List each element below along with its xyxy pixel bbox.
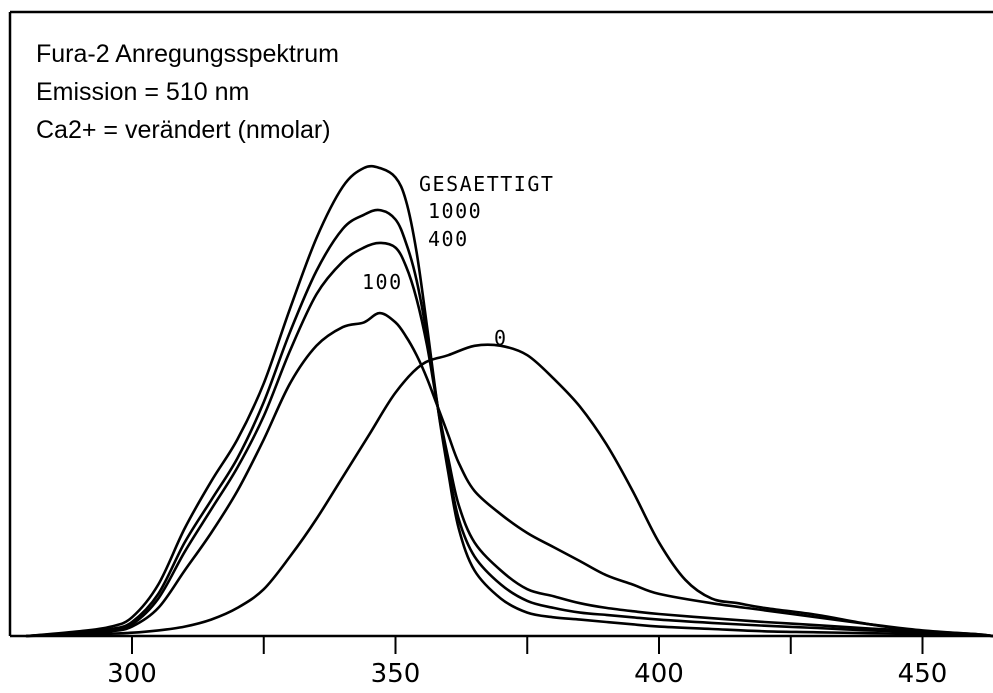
- series-label-3: 100: [362, 270, 403, 294]
- x-axis-tick-labels: 300 350 400 450: [107, 659, 947, 689]
- series-label-4: 0: [494, 326, 508, 350]
- x-tick-label-300: 300: [107, 659, 157, 689]
- x-tick-label-350: 350: [371, 659, 421, 689]
- curve-series-2: [25, 241, 993, 638]
- x-tick-label-400: 400: [634, 659, 684, 689]
- series-label-2: 400: [428, 227, 469, 251]
- spectrum-curves: [25, 164, 993, 638]
- series-label-0: GESAETTIGT: [419, 172, 554, 196]
- x-axis-ticks: [131, 636, 924, 654]
- series-label-1: 1000: [428, 199, 482, 223]
- chart-title-line-3: Ca2+ = verändert (nmolar): [36, 116, 331, 144]
- curve-series-3: [25, 311, 993, 638]
- x-tick-label-450: 450: [898, 659, 948, 689]
- plot-frame: [8, 10, 993, 638]
- chart-title-line-2: Emission = 510 nm: [36, 78, 249, 106]
- curve-series-4: [25, 343, 993, 638]
- chart-title-line-1: Fura-2 Anregungsspektrum: [36, 40, 339, 68]
- curve-series-0: [25, 164, 993, 638]
- curve-series-1: [25, 208, 993, 638]
